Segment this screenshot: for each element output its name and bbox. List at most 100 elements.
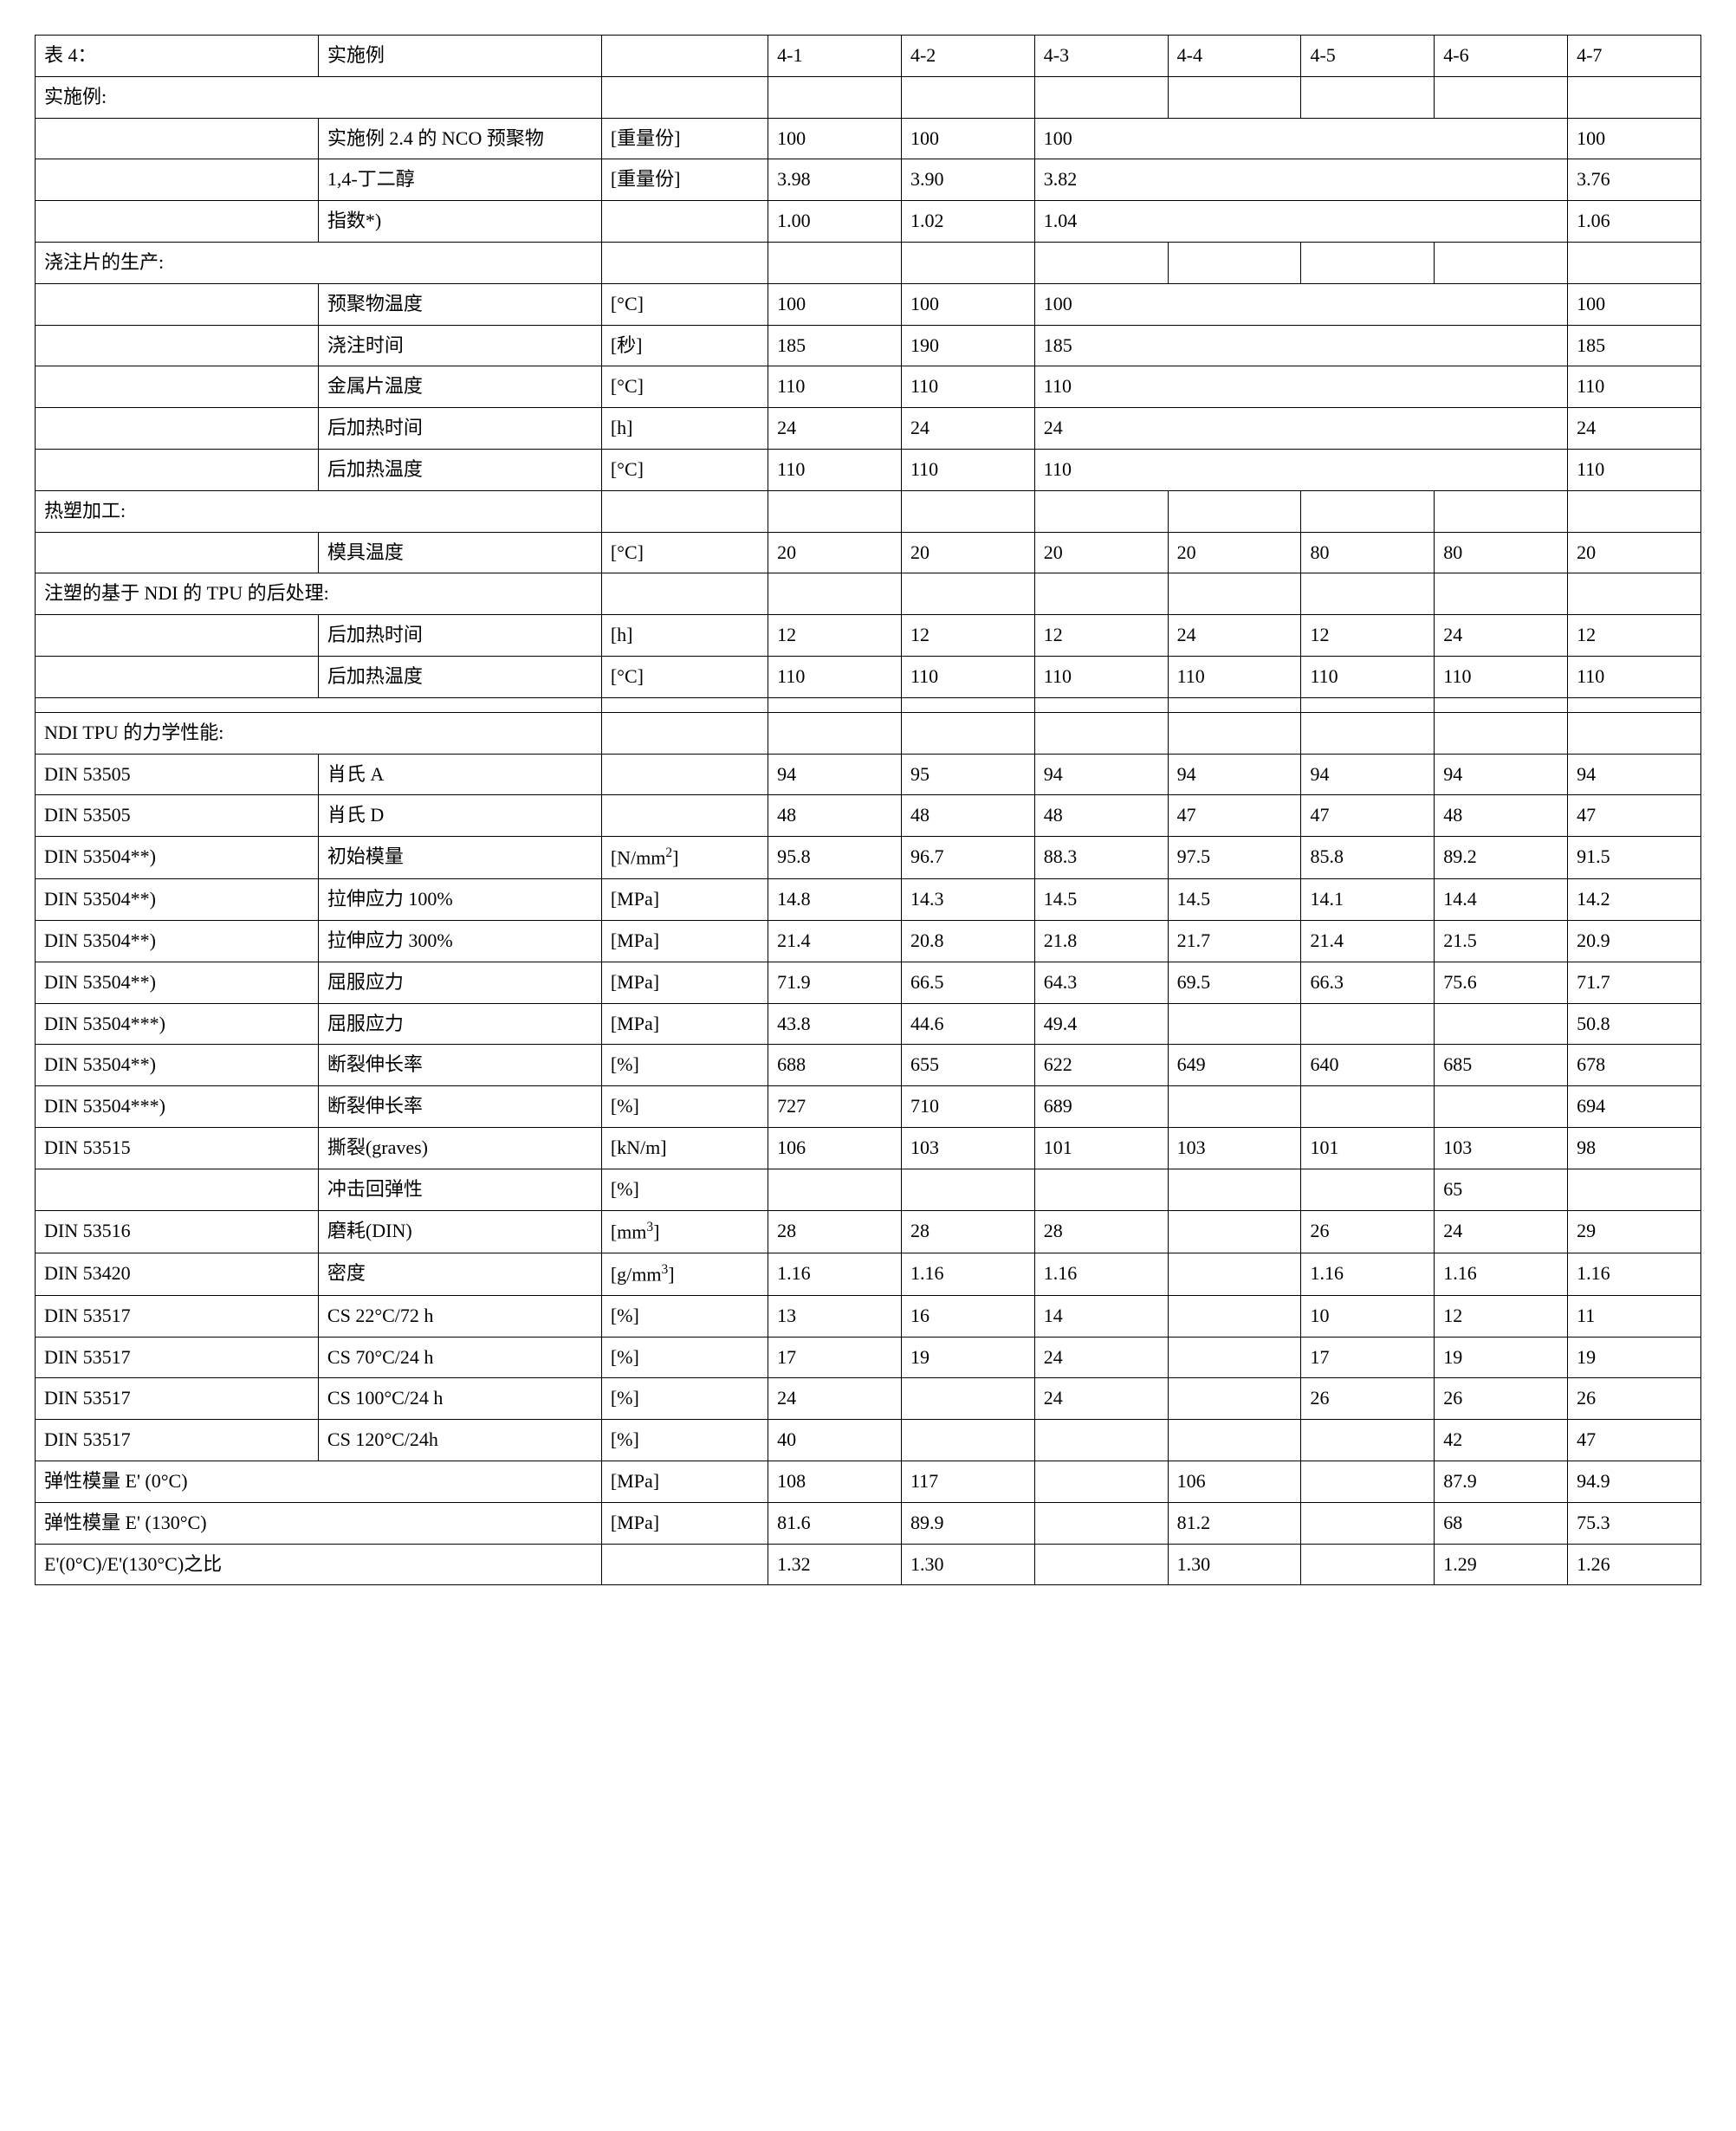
table-cell: 43.8 [768, 1003, 902, 1045]
table-cell [1435, 242, 1568, 283]
table-row: DIN 53504***)断裂伸长率[%]727710689694 [36, 1086, 1701, 1128]
table-cell: 24 [768, 408, 902, 450]
table-cell: 24 [1435, 615, 1568, 657]
table-cell [601, 795, 768, 837]
table-cell: 94 [1301, 754, 1435, 795]
data-table: 表 4：实施例4-14-24-34-44-54-64-7实施例:实施例 2.4 … [35, 35, 1701, 1585]
table-cell: DIN 53505 [36, 795, 319, 837]
table-cell: 12 [1435, 1295, 1568, 1337]
table-cell: 100 [1034, 283, 1567, 325]
table-cell [36, 449, 319, 490]
table-cell [1568, 1169, 1701, 1210]
table-cell: 弹性模量 E' (130°C) [36, 1502, 602, 1544]
table-cell: [重量份] [601, 159, 768, 201]
table-cell: 28 [768, 1210, 902, 1253]
table-row: DIN 53517CS 70°C/24 h[%]171924171919 [36, 1337, 1701, 1378]
table-cell [901, 1169, 1034, 1210]
table-cell: 29 [1568, 1210, 1701, 1253]
table-cell: 14.4 [1435, 879, 1568, 921]
table-cell: DIN 53504***) [36, 1003, 319, 1045]
table-row: DIN 53517CS 120°C/24h[%]404247 [36, 1420, 1701, 1461]
table-cell: 24 [1034, 408, 1567, 450]
table-cell: 3.90 [901, 159, 1034, 201]
table-cell: CS 120°C/24h [318, 1420, 601, 1461]
table-cell [1168, 1169, 1301, 1210]
table-cell [1034, 1544, 1168, 1585]
table-cell [36, 325, 319, 366]
table-cell: 后加热时间 [318, 615, 601, 657]
table-cell: 98 [1568, 1128, 1701, 1169]
table-cell: 实施例: [36, 76, 602, 118]
table-cell: [MPa] [601, 1502, 768, 1544]
table-cell: 12 [1034, 615, 1168, 657]
table-row: DIN 53515撕裂(graves)[kN/m]106103101103101… [36, 1128, 1701, 1169]
table-cell [1301, 1003, 1435, 1045]
table-cell: 622 [1034, 1045, 1168, 1086]
table-cell [1435, 1003, 1568, 1045]
table-cell: 185 [1568, 325, 1701, 366]
table-cell: 100 [901, 118, 1034, 159]
table-cell: 24 [768, 1378, 902, 1420]
table-cell: 20.8 [901, 921, 1034, 962]
table-cell: 1.32 [768, 1544, 902, 1585]
table-cell [601, 573, 768, 615]
table-cell [768, 242, 902, 283]
table-cell: DIN 53504**) [36, 837, 319, 879]
table-cell: 28 [1034, 1210, 1168, 1253]
table-cell: 28 [901, 1210, 1034, 1253]
table-cell: CS 100°C/24 h [318, 1378, 601, 1420]
table-cell: 75.3 [1568, 1502, 1701, 1544]
table-row: 模具温度[°C]20202020808020 [36, 532, 1701, 573]
table-cell [901, 712, 1034, 754]
table-cell [1435, 490, 1568, 532]
table-body: 表 4：实施例4-14-24-34-44-54-64-7实施例:实施例 2.4 … [36, 36, 1701, 1585]
table-cell: 47 [1568, 795, 1701, 837]
table-cell: 1.00 [768, 201, 902, 243]
table-cell: 24 [1034, 1378, 1168, 1420]
table-cell: 26 [1568, 1378, 1701, 1420]
table-cell: 热塑加工: [36, 490, 602, 532]
table-cell: 21.7 [1168, 921, 1301, 962]
table-cell: 实施例 2.4 的 NCO 预聚物 [318, 118, 601, 159]
table-cell: 16 [901, 1295, 1034, 1337]
table-cell: 50.8 [1568, 1003, 1701, 1045]
table-cell: 1.02 [901, 201, 1034, 243]
table-cell: 42 [1435, 1420, 1568, 1461]
table-cell: [°C] [601, 532, 768, 573]
table-cell: [%] [601, 1045, 768, 1086]
table-cell: CS 70°C/24 h [318, 1337, 601, 1378]
table-cell [36, 697, 602, 712]
table-cell: 108 [768, 1461, 902, 1503]
table-cell: 85.8 [1301, 837, 1435, 879]
table-cell: 100 [768, 283, 902, 325]
table-cell [36, 201, 319, 243]
table-cell [601, 490, 768, 532]
table-cell: [h] [601, 408, 768, 450]
table-cell [1168, 1295, 1301, 1337]
table-cell: 12 [901, 615, 1034, 657]
table-cell: 21.4 [1301, 921, 1435, 962]
table-cell: 75.6 [1435, 962, 1568, 1003]
table-row: 浇注时间[秒]185190185185 [36, 325, 1701, 366]
table-cell: 17 [1301, 1337, 1435, 1378]
table-row: 后加热温度[°C]110110110110110110110 [36, 656, 1701, 697]
table-cell [1435, 76, 1568, 118]
table-cell: [%] [601, 1420, 768, 1461]
table-cell: 678 [1568, 1045, 1701, 1086]
table-cell [1301, 490, 1435, 532]
table-cell [1301, 1502, 1435, 1544]
table-cell: DIN 53517 [36, 1295, 319, 1337]
table-cell [901, 490, 1034, 532]
table-cell: DIN 53516 [36, 1210, 319, 1253]
table-cell: 26 [1301, 1378, 1435, 1420]
table-cell: 20.9 [1568, 921, 1701, 962]
table-cell: 1.16 [1435, 1253, 1568, 1295]
table-cell [1034, 1502, 1168, 1544]
table-cell: 3.98 [768, 159, 902, 201]
table-cell [1034, 697, 1168, 712]
table-row: DIN 53504***)屈服应力[MPa]43.844.649.450.8 [36, 1003, 1701, 1045]
table-row: 指数*)1.001.021.041.06 [36, 201, 1701, 243]
table-cell: [MPa] [601, 1003, 768, 1045]
table-cell: CS 22°C/72 h [318, 1295, 601, 1337]
table-cell: 710 [901, 1086, 1034, 1128]
